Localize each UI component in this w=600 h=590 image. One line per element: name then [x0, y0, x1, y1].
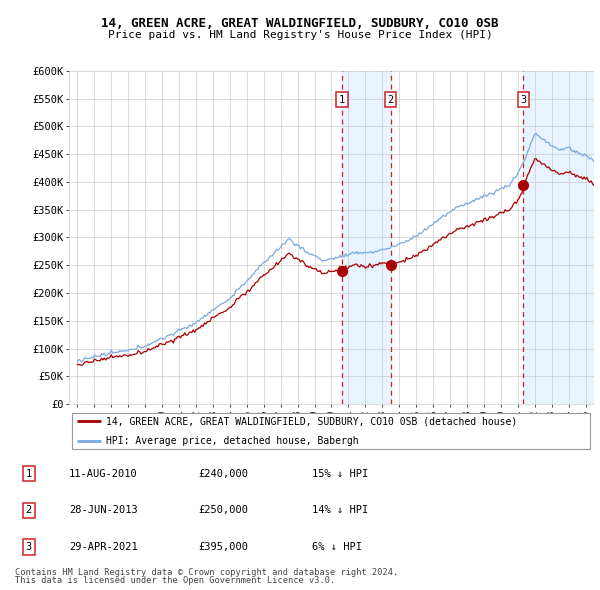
- Text: 14, GREEN ACRE, GREAT WALDINGFIELD, SUDBURY, CO10 0SB: 14, GREEN ACRE, GREAT WALDINGFIELD, SUDB…: [101, 17, 499, 30]
- Bar: [523, 71, 594, 404]
- Text: 28-JUN-2013: 28-JUN-2013: [69, 506, 138, 515]
- Text: Price paid vs. HM Land Registry's House Price Index (HPI): Price paid vs. HM Land Registry's House …: [107, 30, 493, 40]
- Text: 1: 1: [26, 469, 32, 478]
- Text: £240,000: £240,000: [198, 469, 248, 478]
- Text: 3: 3: [26, 542, 32, 552]
- Text: 2: 2: [388, 94, 394, 104]
- Text: 29-APR-2021: 29-APR-2021: [69, 542, 138, 552]
- Text: This data is licensed under the Open Government Licence v3.0.: This data is licensed under the Open Gov…: [15, 576, 335, 585]
- Text: £250,000: £250,000: [198, 506, 248, 515]
- Text: 14, GREEN ACRE, GREAT WALDINGFIELD, SUDBURY, CO10 0SB (detached house): 14, GREEN ACRE, GREAT WALDINGFIELD, SUDB…: [106, 417, 517, 426]
- Text: 11-AUG-2010: 11-AUG-2010: [69, 469, 138, 478]
- FancyBboxPatch shape: [71, 413, 590, 450]
- Bar: [342, 71, 391, 404]
- Text: 14% ↓ HPI: 14% ↓ HPI: [312, 506, 368, 515]
- Text: 1: 1: [339, 94, 345, 104]
- Text: Contains HM Land Registry data © Crown copyright and database right 2024.: Contains HM Land Registry data © Crown c…: [15, 568, 398, 577]
- Text: HPI: Average price, detached house, Babergh: HPI: Average price, detached house, Babe…: [106, 437, 358, 446]
- Text: 6% ↓ HPI: 6% ↓ HPI: [312, 542, 362, 552]
- Text: 15% ↓ HPI: 15% ↓ HPI: [312, 469, 368, 478]
- Text: 2: 2: [26, 506, 32, 515]
- Text: 3: 3: [520, 94, 527, 104]
- Text: £395,000: £395,000: [198, 542, 248, 552]
